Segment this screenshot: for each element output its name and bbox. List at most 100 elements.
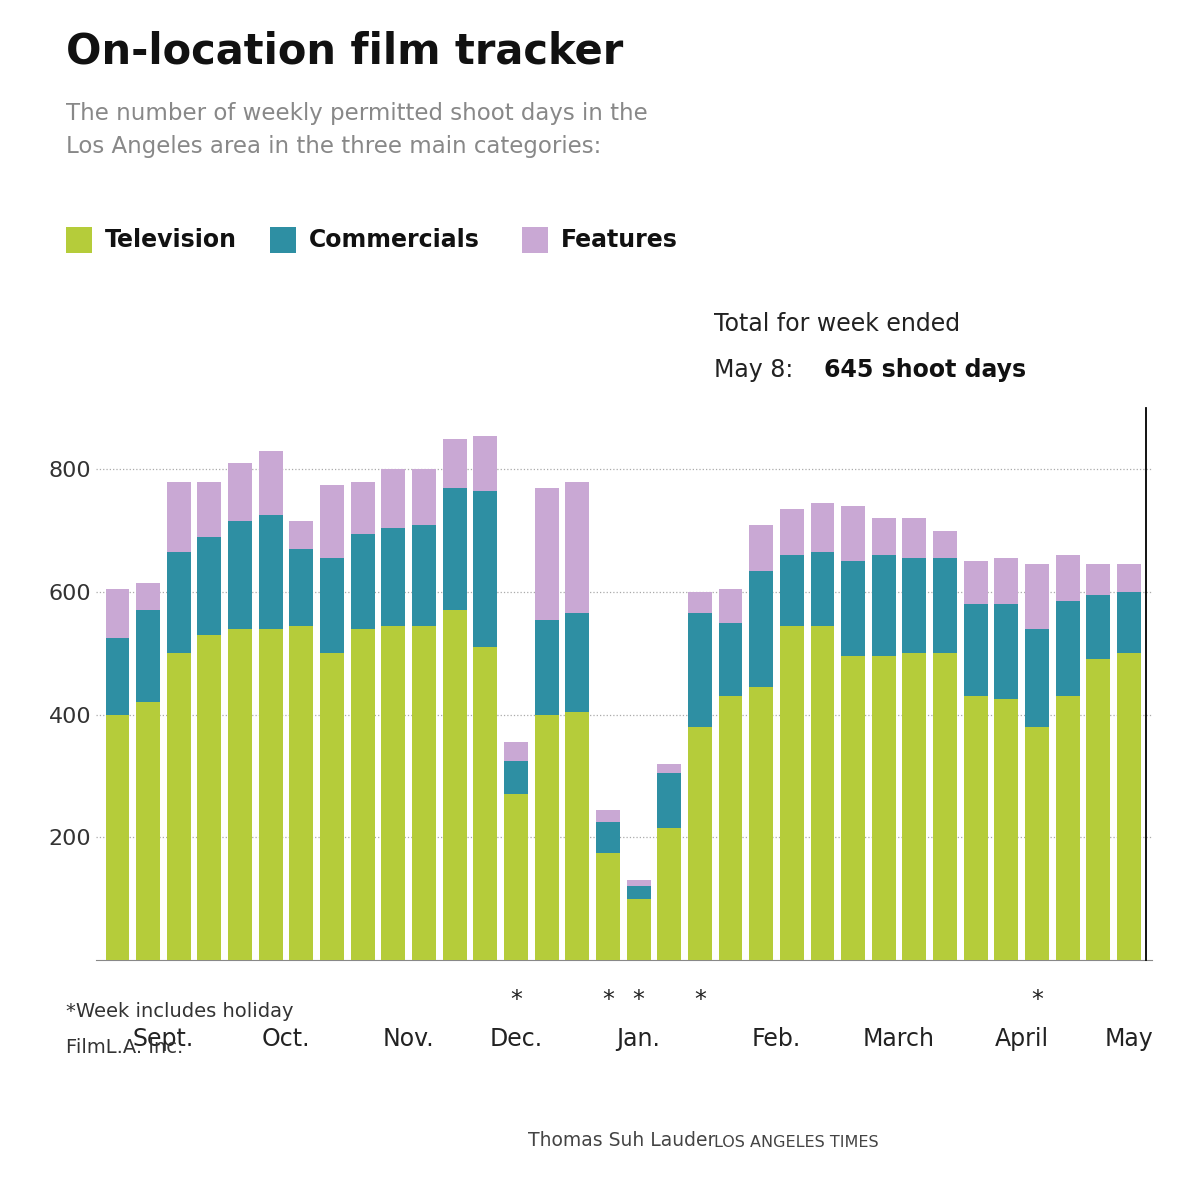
Text: LOS ANGELES TIMES: LOS ANGELES TIMES <box>714 1135 878 1150</box>
Bar <box>259 451 283 515</box>
Text: *: * <box>602 988 614 1012</box>
Bar <box>810 552 834 625</box>
Bar <box>810 503 834 552</box>
Bar <box>964 562 988 605</box>
Text: *: * <box>632 988 644 1012</box>
Bar <box>749 570 773 688</box>
Bar <box>626 899 650 960</box>
Bar <box>1025 564 1049 629</box>
Bar <box>780 556 804 625</box>
Bar <box>289 625 313 960</box>
Text: May: May <box>1105 1027 1153 1051</box>
Bar <box>504 761 528 794</box>
Bar <box>964 605 988 696</box>
Bar <box>1086 595 1110 660</box>
Bar <box>228 463 252 522</box>
Bar <box>1086 564 1110 595</box>
Bar <box>167 481 191 552</box>
Text: On-location film tracker: On-location film tracker <box>66 30 623 72</box>
Bar <box>934 530 958 558</box>
Bar <box>995 700 1019 960</box>
Text: Sept.: Sept. <box>133 1027 194 1051</box>
Bar <box>198 536 221 635</box>
Text: *: * <box>510 988 522 1012</box>
Bar <box>1117 592 1141 653</box>
Bar <box>443 487 467 611</box>
Bar <box>1117 653 1141 960</box>
Bar <box>320 558 344 653</box>
Bar <box>473 436 497 491</box>
Bar <box>1025 629 1049 727</box>
Bar <box>228 629 252 960</box>
Bar <box>658 763 682 773</box>
Bar <box>535 487 558 619</box>
Bar <box>382 625 406 960</box>
Text: FilmL.A. Inc.: FilmL.A. Inc. <box>66 1038 184 1057</box>
Bar <box>198 635 221 960</box>
Bar <box>136 583 160 611</box>
Bar <box>412 625 436 960</box>
Bar <box>412 524 436 625</box>
Bar <box>1056 556 1080 601</box>
Bar <box>872 556 895 656</box>
Text: March: March <box>863 1027 935 1051</box>
Bar <box>565 481 589 613</box>
Bar <box>596 822 620 853</box>
Bar <box>688 613 712 727</box>
Text: Total for week ended: Total for week ended <box>714 312 960 336</box>
Bar <box>106 638 130 715</box>
Bar <box>106 589 130 638</box>
Bar <box>626 887 650 899</box>
Bar <box>136 702 160 960</box>
Bar <box>320 485 344 558</box>
Bar <box>841 656 865 960</box>
Bar <box>1086 660 1110 960</box>
Bar <box>412 469 436 524</box>
Bar <box>443 439 467 487</box>
Bar <box>688 727 712 960</box>
Bar <box>749 688 773 960</box>
Bar <box>749 524 773 570</box>
Text: April: April <box>995 1027 1049 1051</box>
Text: Oct.: Oct. <box>262 1027 311 1051</box>
Bar <box>596 853 620 960</box>
Bar <box>810 625 834 960</box>
Bar <box>167 552 191 653</box>
Bar <box>995 558 1019 605</box>
Bar <box>565 712 589 960</box>
Bar <box>872 518 895 556</box>
Bar <box>1056 601 1080 696</box>
Bar <box>535 619 558 715</box>
Bar <box>872 656 895 960</box>
Bar <box>382 469 406 528</box>
Bar <box>964 696 988 960</box>
Text: Nov.: Nov. <box>383 1027 434 1051</box>
Bar <box>320 653 344 960</box>
Bar <box>596 810 620 822</box>
Bar <box>289 550 313 625</box>
Bar <box>902 558 926 653</box>
Bar <box>658 773 682 828</box>
Bar <box>902 518 926 558</box>
Bar <box>1117 564 1141 592</box>
Bar <box>228 522 252 629</box>
Text: May 8:: May 8: <box>714 358 800 382</box>
Bar <box>719 623 743 696</box>
Bar <box>688 592 712 613</box>
Bar <box>504 743 528 761</box>
Bar <box>780 625 804 960</box>
Bar <box>1056 696 1080 960</box>
Bar <box>626 881 650 887</box>
Bar <box>504 794 528 960</box>
Bar <box>995 605 1019 700</box>
Bar <box>1025 727 1049 960</box>
Bar <box>719 589 743 623</box>
Bar <box>934 653 958 960</box>
Text: *: * <box>694 988 706 1012</box>
Text: Features: Features <box>560 228 677 252</box>
Bar <box>565 613 589 712</box>
Bar <box>167 653 191 960</box>
Bar <box>780 509 804 556</box>
Bar <box>136 611 160 702</box>
Bar <box>198 481 221 536</box>
